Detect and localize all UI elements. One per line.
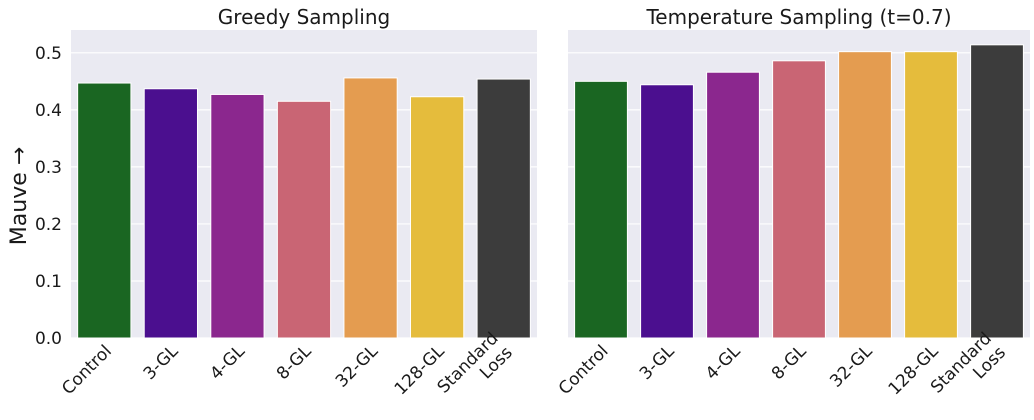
bar-32-gl <box>838 51 892 339</box>
y-tick-label: 0.0 <box>35 329 62 349</box>
x-tick-label: 8-GL <box>273 341 316 384</box>
bar-128-gl <box>904 51 958 339</box>
bar-8-gl <box>276 100 332 339</box>
bar-4-gl <box>210 93 265 339</box>
bar-3-gl <box>640 84 694 339</box>
y-tick-label: 0.1 <box>35 272 62 292</box>
y-tick-label: 0.4 <box>35 101 62 121</box>
bar-control <box>574 80 628 339</box>
x-tick-label: StandardLoss <box>927 329 1010 412</box>
x-tick-label: 4-GL <box>702 341 745 384</box>
chart-title: Greedy Sampling <box>218 5 390 29</box>
bar-standard-loss <box>476 78 531 339</box>
bar-4-gl <box>706 71 760 339</box>
bar-8-gl <box>772 60 826 339</box>
x-tick-label: StandardLoss <box>434 329 517 412</box>
bar-32-gl <box>343 77 398 339</box>
chart-panel-2: Temperature Sampling (t=0.7) Control 3-GL 4… <box>555 5 1030 412</box>
y-tick-label: 0.5 <box>35 44 62 64</box>
x-tick-label: 32-GL <box>332 341 383 392</box>
bar-3-gl <box>143 88 198 339</box>
x-tick-label: 3-GL <box>636 341 679 384</box>
x-tick-label: 3-GL <box>140 341 183 384</box>
x-tick-label: 32-GL <box>826 341 877 392</box>
x-tick-label: 4-GL <box>206 341 249 384</box>
bar-control <box>77 82 132 339</box>
chart-title: Temperature Sampling (t=0.7) <box>645 5 951 29</box>
y-axis-label: Mauve → <box>7 147 32 245</box>
y-tick-label: 0.3 <box>35 158 62 178</box>
y-tick-label: 0.2 <box>35 215 62 235</box>
bar-128-gl <box>410 96 465 339</box>
x-tick-label: Control <box>58 341 116 399</box>
bar-standard-loss <box>970 44 1024 339</box>
x-tick-label: 8-GL <box>768 341 811 384</box>
x-tick-label: Control <box>555 341 613 399</box>
chart-panel-1: 0.0 0.1 0.2 0.3 0.4 0.5 Greedy Sampling Control… <box>35 5 537 412</box>
